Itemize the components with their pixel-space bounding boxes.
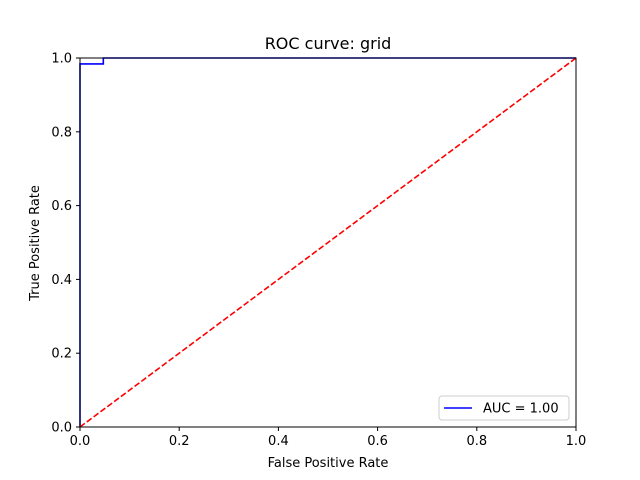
legend: AUC = 1.00 <box>438 395 570 421</box>
y-tick-label: 0.6 <box>51 199 72 214</box>
x-tick-label: 0.2 <box>169 434 190 449</box>
y-tick-label: 0.8 <box>51 125 72 140</box>
x-tick-label: 0.0 <box>70 434 91 449</box>
x-tick-label: 0.6 <box>367 434 388 449</box>
plot-area <box>79 57 577 428</box>
x-tick-label: 1.0 <box>566 434 587 449</box>
y-axis-label: True Positive Rate <box>28 185 43 302</box>
axis-ticks: 0.0 0.2 0.4 0.6 0.8 1.0 0.0 0.2 0.4 0.6 0.8 1.0 <box>51 52 586 450</box>
legend-box <box>438 395 570 421</box>
chance-diagonal-line <box>79 57 577 428</box>
x-tick-label: 0.4 <box>268 434 289 449</box>
y-tick-label: 0.4 <box>51 273 72 288</box>
x-tick-label: 0.8 <box>466 434 487 449</box>
y-tick-label: 0.2 <box>51 347 72 362</box>
axes-frame <box>79 57 577 428</box>
x-axis-label: False Positive Rate <box>268 456 389 471</box>
legend-entry-label: AUC = 1.00 <box>483 402 559 417</box>
chart-title: ROC curve: grid <box>265 34 392 53</box>
y-tick-label: 1.0 <box>51 52 72 67</box>
y-tick-label: 0.0 <box>51 421 72 436</box>
